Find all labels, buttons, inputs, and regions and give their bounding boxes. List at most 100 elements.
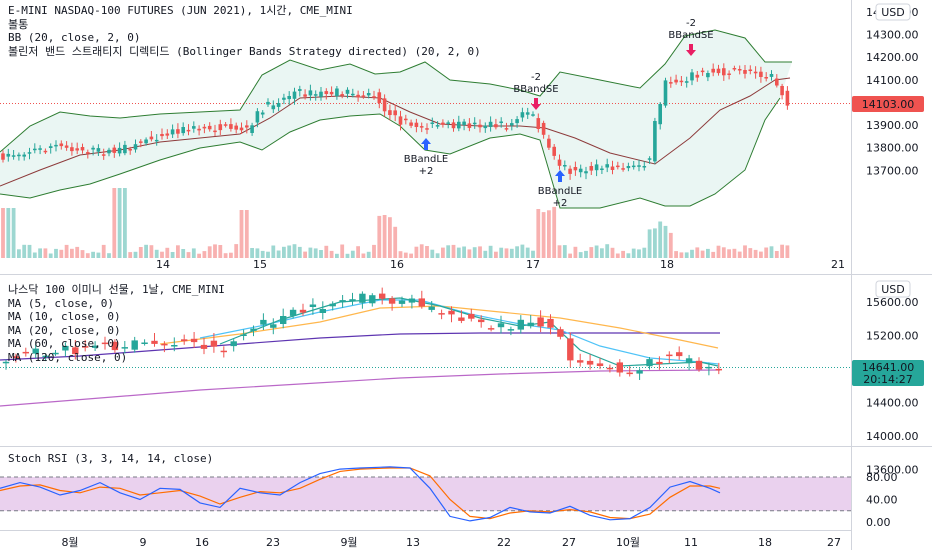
volume-bar (441, 247, 445, 258)
daily-candle-body (428, 306, 435, 310)
top-legend-strategy[interactable]: 볼린저 밴드 스트래티지 디렉티드 (Bollinger Bands Strat… (8, 44, 481, 58)
candle-body (457, 121, 461, 129)
candle-body (213, 130, 217, 133)
daily-candle-body (250, 328, 257, 331)
volume-bar (780, 244, 784, 258)
candle-body (324, 91, 329, 94)
volume-bar (488, 245, 493, 258)
bottom-legend-ma60[interactable]: MA (60, close, 0) (8, 337, 121, 350)
candle-body (11, 155, 16, 157)
top-legend-volume[interactable]: 볼통 (8, 17, 29, 31)
volume-bar (695, 247, 700, 258)
daily-candle-body (705, 366, 713, 369)
candle-body (292, 91, 297, 99)
top-price-label: 14103.00 (862, 98, 915, 111)
bottom-legend-ma10[interactable]: MA (10, close, 0) (8, 310, 121, 323)
daily-candle-body (32, 348, 39, 354)
top-y-tick: 14100.00 (866, 74, 919, 87)
volume-bar (372, 244, 376, 258)
signal-qty: -2 (686, 18, 696, 29)
candle-body (260, 112, 265, 115)
daily-candle-body (329, 303, 336, 307)
volume-bar (732, 248, 737, 258)
volume-bar (594, 245, 599, 258)
top-x-tick: 18 (660, 258, 674, 271)
candle-body (192, 126, 196, 129)
top-y-tick: 14300.00 (866, 29, 919, 42)
daily-candle-body (527, 322, 534, 327)
volume-bar (658, 221, 663, 258)
volume-bar (345, 253, 350, 258)
volume-bar (584, 250, 588, 258)
candle-body (361, 95, 366, 97)
candle-body (483, 125, 488, 129)
candle-body (637, 165, 641, 167)
bottom-legend-ma5[interactable]: MA (5, close, 0) (8, 296, 114, 310)
candle-body (467, 123, 472, 128)
daily-candle-body (52, 352, 59, 355)
top-y-tick: 14200.00 (866, 51, 919, 64)
volume-bar (160, 251, 164, 258)
volume-bar (684, 252, 689, 258)
daily-candle-body (685, 358, 693, 364)
candle-body (128, 149, 132, 151)
candle-body (377, 92, 382, 103)
candle-body (345, 89, 350, 94)
candle-body (170, 129, 175, 135)
volume-bar (313, 248, 318, 258)
candle-body (578, 168, 583, 173)
volume-bar (753, 249, 758, 258)
volume-bar (737, 251, 742, 258)
volume-bar (197, 253, 201, 258)
volume-bar (462, 246, 466, 258)
volume-bar (642, 247, 647, 258)
top-legend-bb[interactable]: BB (20, close, 2, 0) (8, 31, 141, 44)
candle-body (706, 73, 710, 78)
volume-bar (191, 248, 196, 258)
top-x-tick: 14 (156, 258, 170, 271)
signal-label: BBandLE (404, 154, 448, 165)
daily-candle-body (507, 329, 515, 331)
candle-body (642, 166, 647, 168)
candle-body (207, 125, 212, 130)
volume-bar (229, 252, 233, 258)
volume-bar (547, 210, 551, 258)
volume-bar (112, 188, 117, 258)
bottom-legend-ma120[interactable]: MA (120, close, 0) (8, 350, 128, 364)
candle-body (647, 158, 652, 160)
volume-bar (568, 253, 572, 258)
volume-bar (96, 252, 101, 258)
top-legend-symbol[interactable]: E-MINI NASDAQ-100 FUTURES (JUN 2021), 1시… (8, 4, 353, 17)
stoch-y-tick: 80.00 (866, 471, 898, 484)
volume-bar (170, 252, 175, 258)
volume-bar (499, 247, 504, 258)
candle-body (1, 153, 5, 160)
volume-bar (91, 251, 95, 258)
candle-body (700, 70, 705, 73)
bottom-x-tick: 22 (497, 536, 511, 549)
daily-candle-body (82, 346, 89, 348)
candle-body (531, 114, 535, 116)
volume-bar (541, 212, 546, 258)
candle-body (674, 79, 678, 83)
top-currency-badge (875, 3, 911, 21)
bottom-y-tick: 15200.00 (866, 330, 919, 343)
stoch-legend: Stoch RSI (3, 3, 14, 14, close) (8, 452, 213, 466)
daily-candle-body (121, 347, 128, 349)
candle-body (229, 124, 233, 129)
candle-body (563, 165, 567, 167)
volume-bar (610, 247, 615, 258)
bottom-legend-symbol[interactable]: 나스닥 100 이미니 선물, 1날, CME_MINI (8, 283, 225, 296)
top-currency-label: USD (881, 6, 905, 19)
daily-candle-body (141, 342, 148, 344)
bottom-countdown: 20:14:27 (863, 373, 912, 386)
volume-bar (324, 245, 329, 258)
candle-body (616, 165, 620, 168)
bottom-y-tick: 14000.00 (866, 430, 919, 443)
stoch-legend-label[interactable]: Stoch RSI (3, 3, 14, 14, close) (8, 452, 214, 465)
candle-body (197, 128, 201, 131)
bottom-legend-ma20[interactable]: MA (20, close, 0) (8, 323, 121, 337)
daily-candle-body (537, 317, 544, 327)
volume-bar (467, 249, 472, 258)
